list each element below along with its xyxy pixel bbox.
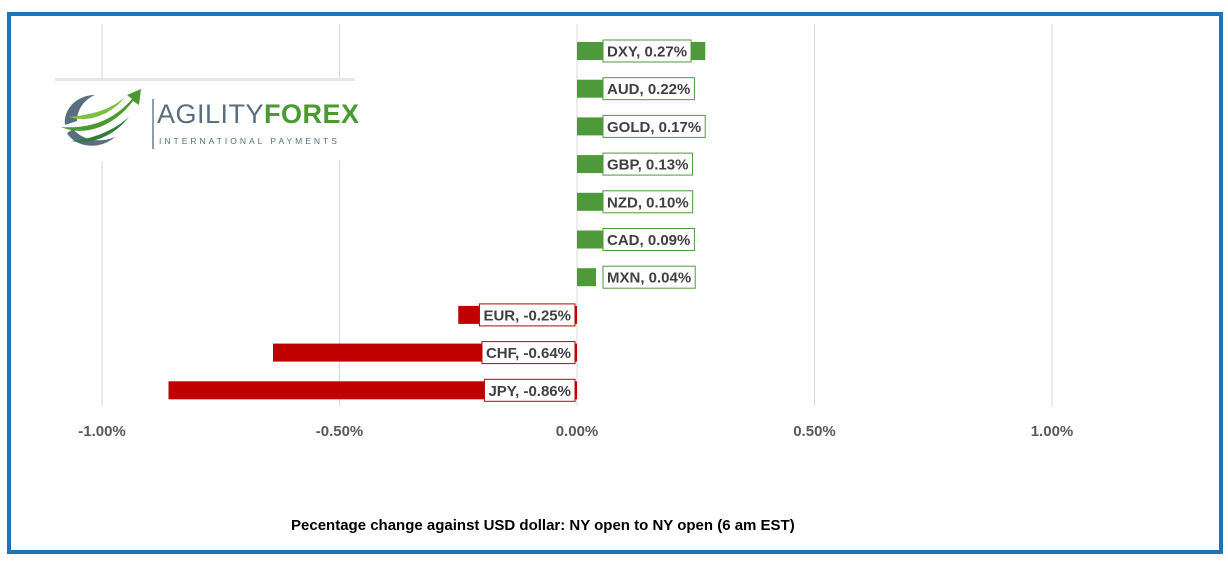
data-label-box [602, 152, 693, 176]
data-label-chf: CHF, -0.64% [481, 341, 576, 365]
data-label-box [483, 378, 576, 402]
x-tick-label: -0.50% [316, 423, 364, 440]
logo-word-agility: AGILITY [157, 99, 265, 129]
logo-word-forex: FOREX [264, 99, 360, 129]
data-label-aud: AUD, 0.22% [602, 77, 695, 101]
data-label-jpy: JPY, -0.86% [483, 378, 576, 402]
data-label-box [602, 114, 706, 138]
svg-text:CAD, 0.09%: CAD, 0.09% [607, 232, 690, 249]
data-label-box [481, 341, 576, 365]
data-label-nzd: NZD, 0.10% [602, 190, 694, 214]
data-label-box [602, 39, 692, 63]
data-label-dxy: DXY, 0.27% [602, 39, 692, 63]
x-axis-label: Pecentage change against USD dollar: NY … [291, 517, 795, 534]
x-tick-label: 1.00% [1031, 423, 1074, 440]
x-tick-label: 0.50% [793, 423, 836, 440]
svg-text:MXN, 0.04%: MXN, 0.04% [607, 270, 691, 287]
logo-wordmark: AGILITYFOREX [157, 99, 360, 130]
company-logo: AGILITYFOREX INTERNATIONAL PAYMENTS [55, 78, 359, 161]
logo-tagline: INTERNATIONAL PAYMENTS [159, 136, 340, 146]
svg-text:CHF, -0.64%: CHF, -0.64% [486, 345, 571, 362]
data-label-box [602, 228, 695, 251]
x-axis-ticks: -1.00% -0.50% 0.00% 0.50% 1.00% [78, 423, 1073, 440]
svg-text:NZD, 0.10%: NZD, 0.10% [607, 194, 689, 211]
logo-divider [152, 99, 154, 149]
globe-swoosh-arrow-icon [61, 89, 141, 146]
data-label-box [602, 265, 696, 289]
data-labels: DXY, 0.27% AUD, 0.22% GOLD, 0.17% GBP, 0.13… [478, 39, 706, 402]
data-label-mxn: MXN, 0.04% [602, 265, 696, 289]
data-label-cad: CAD, 0.09% [602, 228, 695, 251]
bar-chart: DXY, 0.27% AUD, 0.22% GOLD, 0.17% GBP, 0.13… [78, 24, 1073, 534]
svg-text:JPY, -0.86%: JPY, -0.86% [488, 383, 571, 400]
data-label-box [602, 77, 695, 101]
bar-mxn [577, 268, 596, 287]
data-label-box [478, 303, 576, 327]
svg-text:GOLD, 0.17%: GOLD, 0.17% [607, 119, 701, 136]
svg-text:EUR, -0.25%: EUR, -0.25% [483, 307, 571, 324]
bar-jpy [168, 381, 577, 400]
x-tick-label: 0.00% [556, 423, 599, 440]
data-label-gbp: GBP, 0.13% [602, 152, 693, 176]
svg-text:GBP, 0.13%: GBP, 0.13% [607, 157, 688, 174]
svg-text:DXY, 0.27%: DXY, 0.27% [607, 44, 687, 61]
data-label-gold: GOLD, 0.17% [602, 114, 706, 138]
data-label-box [602, 190, 694, 214]
svg-text:AUD, 0.22%: AUD, 0.22% [607, 81, 690, 98]
x-tick-label: -1.00% [78, 423, 126, 440]
chart-frame: DXY, 0.27% AUD, 0.22% GOLD, 0.17% GBP, 0.13… [7, 12, 1223, 554]
data-label-eur: EUR, -0.25% [478, 303, 576, 327]
